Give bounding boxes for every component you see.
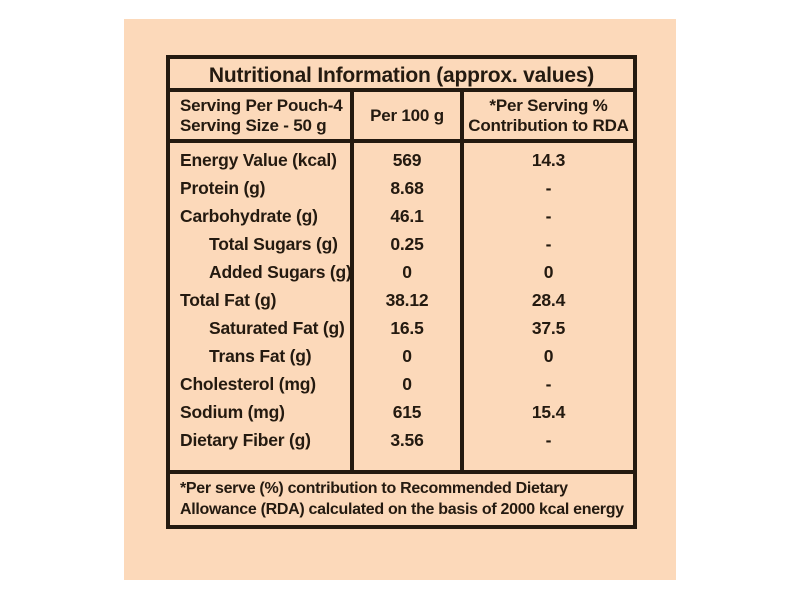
nutrient-label: Sodium (mg) <box>180 402 285 422</box>
rda-value: - <box>545 374 552 394</box>
nutrient-label: Total Sugars (g) <box>209 234 338 254</box>
col-labels: Energy Value (kcal) Protein (g) Carbohydra… <box>170 143 354 470</box>
rda-value: 15.4 <box>531 402 566 422</box>
per100-value: 0.25 <box>390 234 424 254</box>
per100-value: 0 <box>402 374 412 394</box>
nutrient-label: Saturated Fat (g) <box>209 318 345 338</box>
serving-size: Serving Size - 50 g <box>180 115 327 135</box>
footnote-line2: Allowance (RDA) calculated on the basis … <box>180 501 624 518</box>
rda-value: - <box>545 430 552 450</box>
nutrition-table: Nutritional Information (approx. values)… <box>166 55 637 529</box>
rda-header-line1: *Per Serving % <box>489 95 608 115</box>
nutrient-label: Carbohydrate (g) <box>180 206 318 226</box>
table-title: Nutritional Information (approx. values) <box>170 59 633 92</box>
table-header: Serving Per Pouch-4 Serving Size - 50 g … <box>170 92 633 143</box>
rda-value: 28.4 <box>531 290 566 310</box>
header-per-100g: Per 100 g <box>354 92 464 139</box>
header-serving-info: Serving Per Pouch-4 Serving Size - 50 g <box>170 92 354 139</box>
rda-value: - <box>545 206 552 226</box>
per100-value: 8.68 <box>390 178 424 198</box>
nutrient-label: Total Fat (g) <box>180 290 277 310</box>
nutrient-label: Protein (g) <box>180 178 266 198</box>
per100-value: 615 <box>392 402 422 422</box>
label-background-panel: Nutritional Information (approx. values)… <box>124 19 676 580</box>
per100-value: 0 <box>402 346 412 366</box>
col-rda: 14.3 - - - 0 28.4 37.5 0 - 15.4 - <box>464 143 633 470</box>
col-per100: 569 8.68 46.1 0.25 0 38.12 16.5 0 0 615 3.56 <box>354 143 464 470</box>
rda-value: 14.3 <box>531 150 566 170</box>
nutrient-label: Trans Fat (g) <box>209 346 312 366</box>
footnote-line1: *Per serve (%) contribution to Recommend… <box>180 480 568 497</box>
per-100g-label: Per 100 g <box>370 105 444 125</box>
nutrient-label: Dietary Fiber (g) <box>180 430 311 450</box>
per100-value: 0 <box>402 262 412 282</box>
nutrient-label: Added Sugars (g) <box>209 262 352 282</box>
table-body: Energy Value (kcal) Protein (g) Carbohydra… <box>170 143 633 474</box>
rda-header-line2: Contribution to RDA <box>468 115 629 135</box>
per100-value: 46.1 <box>390 206 424 226</box>
serving-per-pouch: Serving Per Pouch-4 <box>180 95 343 115</box>
rda-value: - <box>545 178 552 198</box>
per100-value: 16.5 <box>390 318 424 338</box>
rda-value: 37.5 <box>531 318 566 338</box>
per100-value: 569 <box>392 150 422 170</box>
table-footnote: *Per serve (%) contribution to Recommend… <box>170 474 633 525</box>
nutrient-label: Energy Value (kcal) <box>180 150 337 170</box>
rda-value: 0 <box>543 346 554 366</box>
per100-value: 3.56 <box>390 430 424 450</box>
header-rda-contribution: *Per Serving % Contribution to RDA <box>464 92 633 139</box>
rda-value: 0 <box>543 262 554 282</box>
per100-value: 38.12 <box>385 290 429 310</box>
rda-value: - <box>545 234 552 254</box>
nutrient-label: Cholesterol (mg) <box>180 374 316 394</box>
